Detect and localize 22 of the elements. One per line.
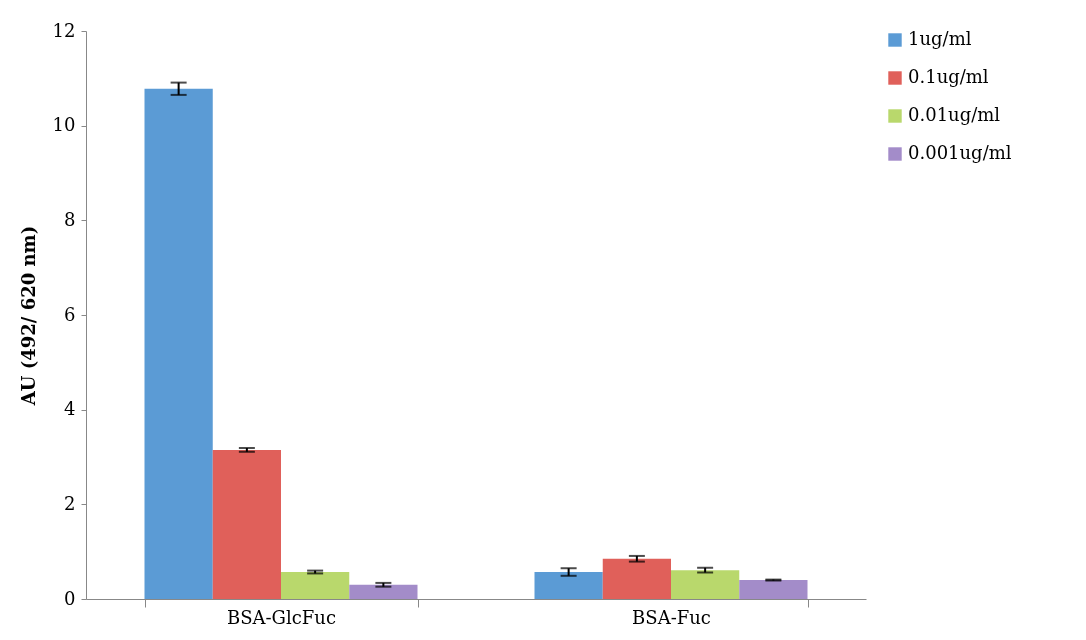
y-tick-label: 8 [64, 208, 76, 230]
y-axis-title: AU (492/ 620 nm) [17, 225, 39, 407]
legend-label: 0.01ug/ml [908, 104, 1001, 125]
x-tick-label: BSA-GlcFuc [226, 606, 337, 628]
bar [534, 572, 603, 599]
legend-label: 0.001ug/ml [908, 142, 1012, 163]
bar [602, 558, 671, 599]
bar [212, 449, 281, 599]
y-tick-label: 4 [64, 398, 76, 420]
y-tick-label: 6 [64, 303, 76, 325]
bar [739, 580, 808, 599]
x-tick-label: BSA-Fuc [632, 606, 711, 628]
y-tick-label: 12 [52, 19, 76, 41]
legend-label: 0.1ug/ml [908, 66, 989, 87]
bar [349, 584, 418, 599]
legend-label: 1ug/ml [908, 28, 972, 49]
bar [281, 572, 350, 599]
y-tick-label: 10 [52, 114, 76, 136]
y-tick-label: 0 [64, 587, 76, 609]
bar [671, 570, 740, 599]
y-tick-label: 2 [64, 492, 76, 514]
bar [144, 88, 213, 599]
